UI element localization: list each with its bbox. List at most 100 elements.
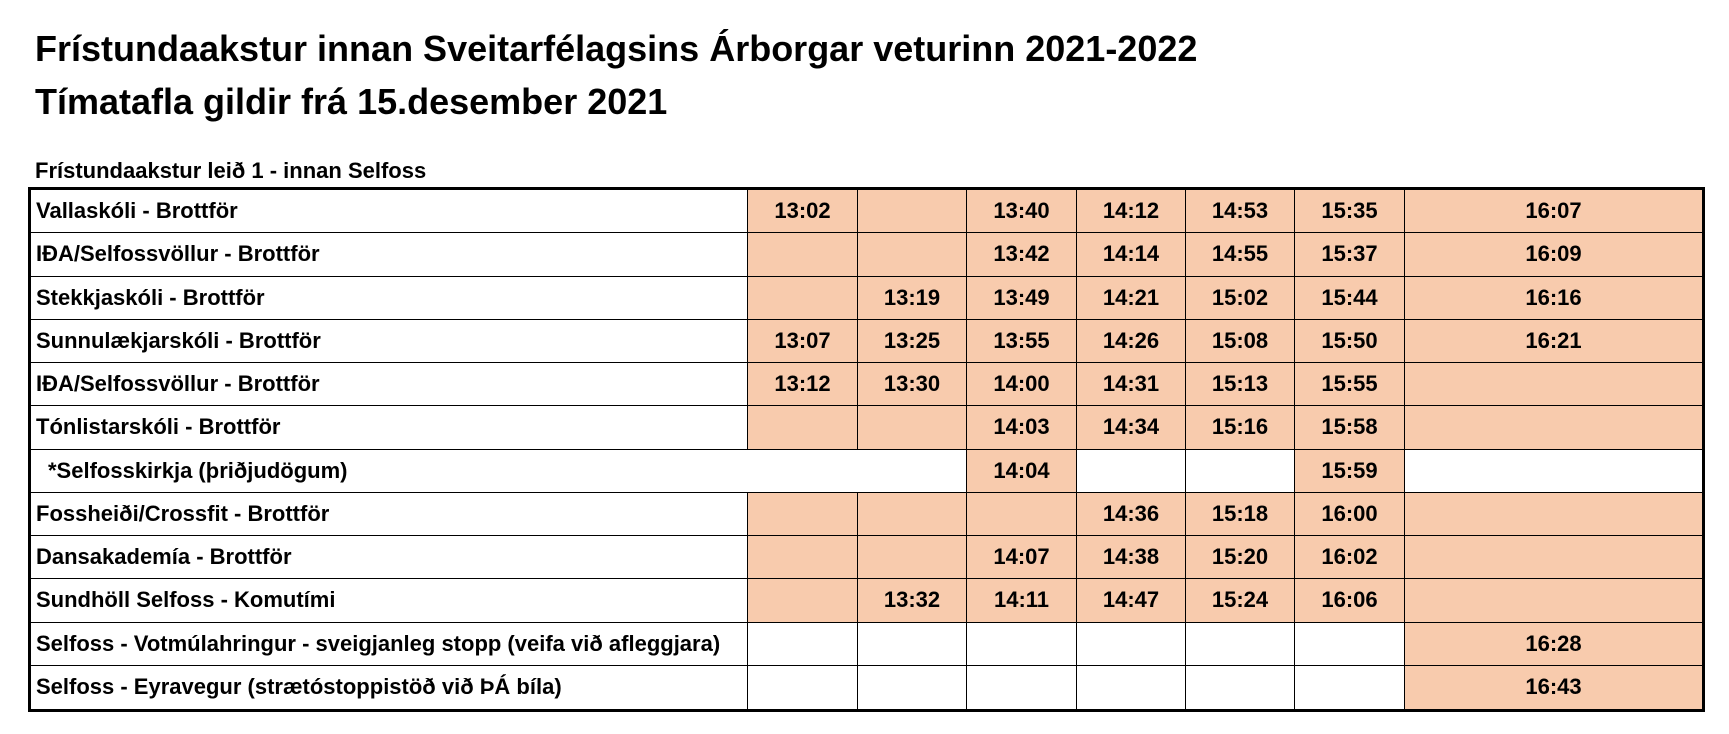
time-cell: 16:28 <box>1405 622 1702 666</box>
stop-label: Selfoss - Eyravegur (strætóstoppistöð vi… <box>31 665 748 709</box>
time-cell <box>858 190 967 234</box>
stop-label: Vallaskóli - Brottför <box>31 190 748 234</box>
time-cell <box>1405 579 1702 623</box>
time-cell <box>1077 622 1186 666</box>
route-title: Frístundaakstur leið 1 - innan Selfoss <box>35 158 427 183</box>
stop-label: Dansakademía - Brottför <box>31 536 748 580</box>
time-cell <box>858 665 967 709</box>
time-cell: 16:43 <box>1405 665 1702 709</box>
time-cell <box>1186 665 1295 709</box>
time-cell: 15:58 <box>1295 406 1405 450</box>
time-cell: 15:35 <box>1295 190 1405 234</box>
time-cell <box>858 406 967 450</box>
time-cell: 15:02 <box>1186 276 1295 320</box>
time-cell: 16:21 <box>1405 319 1702 363</box>
table-row: Tónlistarskóli - Brottför 14:03 14:34 15:16… <box>31 406 1702 450</box>
stop-label: Selfoss - Votmúlahringur - sveigjanleg s… <box>31 622 748 666</box>
time-cell <box>1405 536 1702 580</box>
time-cell <box>748 579 858 623</box>
time-cell <box>1295 622 1405 666</box>
time-cell: 16:00 <box>1295 492 1405 536</box>
time-cell: 15:13 <box>1186 363 1295 407</box>
time-cell: 15:20 <box>1186 536 1295 580</box>
table-row: Selfoss - Votmúlahringur - sveigjanleg s… <box>31 622 1702 666</box>
time-cell: 16:16 <box>1405 276 1702 320</box>
time-cell: 15:59 <box>1295 449 1405 493</box>
time-cell: 15:24 <box>1186 579 1295 623</box>
time-cell <box>967 622 1077 666</box>
table-row: IÐA/Selfossvöllur - Brottför 13:42 14:14 14… <box>31 233 1702 277</box>
time-cell: 13:12 <box>748 363 858 407</box>
time-cell: 14:26 <box>1077 319 1186 363</box>
time-cell: 14:55 <box>1186 233 1295 277</box>
time-cell: 14:11 <box>967 579 1077 623</box>
time-cell: 13:42 <box>967 233 1077 277</box>
time-cell <box>748 492 858 536</box>
time-cell <box>1077 665 1186 709</box>
time-cell <box>858 492 967 536</box>
time-cell: 13:25 <box>858 319 967 363</box>
time-cell: 15:44 <box>1295 276 1405 320</box>
time-cell: 15:50 <box>1295 319 1405 363</box>
stop-label: IÐA/Selfossvöllur - Brottför <box>31 363 748 407</box>
time-cell: 16:09 <box>1405 233 1702 277</box>
time-cell: 14:04 <box>967 449 1077 493</box>
time-cell <box>748 622 858 666</box>
time-cell <box>1405 363 1702 407</box>
time-cell: 15:16 <box>1186 406 1295 450</box>
page-title: Frístundaakstur innan Sveitarfélagsins Á… <box>35 28 1198 69</box>
time-cell: 13:07 <box>748 319 858 363</box>
time-cell: 14:34 <box>1077 406 1186 450</box>
time-cell: 13:40 <box>967 190 1077 234</box>
time-cell <box>1077 449 1186 493</box>
time-cell <box>858 233 967 277</box>
time-cell: 16:07 <box>1405 190 1702 234</box>
time-cell <box>748 276 858 320</box>
stop-label: *Selfosskirkja (þriðjudögum) <box>31 449 967 493</box>
time-cell: 15:18 <box>1186 492 1295 536</box>
time-cell <box>1405 406 1702 450</box>
table-row: Stekkjaskóli - Brottför 13:19 13:49 14:21 15… <box>31 276 1702 320</box>
time-cell: 16:02 <box>1295 536 1405 580</box>
table-row: *Selfosskirkja (þriðjudögum) 14:04 15:59 <box>31 449 1702 493</box>
table-row: IÐA/Selfossvöllur - Brottför 13:12 13:30 14… <box>31 363 1702 407</box>
time-cell: 14:12 <box>1077 190 1186 234</box>
time-cell <box>1295 665 1405 709</box>
time-cell: 13:19 <box>858 276 967 320</box>
stop-label: IÐA/Selfossvöllur - Brottför <box>31 233 748 277</box>
time-cell <box>967 665 1077 709</box>
table-row: Sunnulækjarskóli - Brottför 13:07 13:25 13:… <box>31 319 1702 363</box>
time-cell <box>858 622 967 666</box>
time-cell <box>1186 622 1295 666</box>
time-cell <box>748 233 858 277</box>
schedule-table: Vallaskóli - Brottför 13:02 13:40 14:12 14:5… <box>28 187 1705 712</box>
time-cell: 13:02 <box>748 190 858 234</box>
time-cell <box>748 665 858 709</box>
time-cell <box>748 536 858 580</box>
time-cell: 15:37 <box>1295 233 1405 277</box>
time-cell <box>858 536 967 580</box>
time-cell: 15:08 <box>1186 319 1295 363</box>
time-cell <box>967 492 1077 536</box>
table-row: Vallaskóli - Brottför 13:02 13:40 14:12 14:5… <box>31 190 1702 234</box>
time-cell <box>748 406 858 450</box>
time-cell: 14:53 <box>1186 190 1295 234</box>
timetable-valid-from: Tímatafla gildir frá 15.desember 2021 <box>35 81 668 122</box>
time-cell: 14:38 <box>1077 536 1186 580</box>
time-cell: 14:47 <box>1077 579 1186 623</box>
time-cell: 13:49 <box>967 276 1077 320</box>
time-cell <box>1405 449 1702 493</box>
time-cell: 13:30 <box>858 363 967 407</box>
stop-label: Sundhöll Selfoss - Komutími <box>31 579 748 623</box>
time-cell <box>1186 449 1295 493</box>
time-cell: 15:55 <box>1295 363 1405 407</box>
stop-label: Stekkjaskóli - Brottför <box>31 276 748 320</box>
table-row: Selfoss - Eyravegur (strætóstoppistöð vi… <box>31 665 1702 709</box>
stop-label: Sunnulækjarskóli - Brottför <box>31 319 748 363</box>
table-row: Fossheiði/Crossfit - Brottför 14:36 15:18 1… <box>31 492 1702 536</box>
time-cell <box>1405 492 1702 536</box>
time-cell: 13:32 <box>858 579 967 623</box>
stop-label: Tónlistarskóli - Brottför <box>31 406 748 450</box>
time-cell: 14:07 <box>967 536 1077 580</box>
time-cell: 13:55 <box>967 319 1077 363</box>
